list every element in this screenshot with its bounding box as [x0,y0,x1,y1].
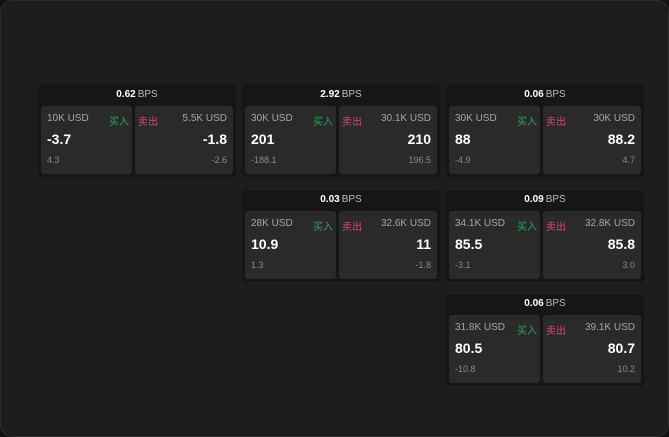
sell-change: -1.8 [415,260,431,270]
sell-size: 5.5K USD [182,113,227,124]
spread-header: 2.92 BPS [242,85,440,105]
buy-change: 4.3 [47,155,60,165]
buy-size: 30K USD [251,113,293,124]
quote-card: 0.03 BPS 28K USD 买入 10.9 1.3 卖出 32.6K USD… [242,190,440,282]
sell-size: 30K USD [593,113,635,124]
sell-size: 39.1K USD [584,322,635,333]
sell-price: -1.8 [202,131,227,147]
sell-price: 210 [407,131,431,147]
quote-card: 0.09 BPS 34.1K USD 买入 85.5 -3.1 卖出 32.8K … [446,190,644,282]
buy-change: -10.8 [455,364,476,374]
sell-change: 3.0 [622,260,635,270]
sell-price: 85.8 [607,236,635,252]
sell-size: 32.8K USD [584,218,635,229]
sell-change: 10.2 [617,364,635,374]
spread-unit: BPS [545,298,566,309]
buy-label: 买入 [517,326,537,337]
sell-change: 196.5 [408,155,431,165]
spread-header: 0.62 BPS [38,85,236,105]
buy-size: 31.8K USD [455,322,506,333]
spread-value: 0.09 [524,194,544,205]
spread-value: 0.06 [524,89,544,100]
buy-label: 买入 [517,117,537,128]
spread-unit: BPS [341,194,362,205]
spread-unit: BPS [341,89,362,100]
sell-label: 卖出 [342,117,362,128]
sell-button[interactable]: 卖出 39.1K USD 80.7 10.2 [543,315,641,383]
buy-size: 34.1K USD [455,218,506,229]
sell-button[interactable]: 卖出 32.8K USD 85.8 3.0 [543,211,641,279]
buy-price: 88 [455,131,471,147]
buy-button[interactable]: 30K USD 买入 201 -188.1 [245,106,336,174]
buy-change: 1.3 [251,260,264,270]
sell-label: 卖出 [138,117,158,128]
sell-button[interactable]: 卖出 30.1K USD 210 196.5 [339,106,437,174]
buy-label: 买入 [313,222,333,233]
buy-price: 10.9 [251,236,279,252]
spread-unit: BPS [137,89,158,100]
buy-price: 201 [251,131,275,147]
sell-label: 卖出 [546,326,566,337]
buy-change: -188.1 [251,155,277,165]
sell-button[interactable]: 卖出 30K USD 88.2 4.7 [543,106,641,174]
quote-card: 0.06 BPS 31.8K USD 买入 80.5 -10.8 卖出 39.1K… [446,294,644,386]
sell-label: 卖出 [546,117,566,128]
sell-change: 4.7 [622,155,635,165]
buy-price: -3.7 [47,131,72,147]
buy-button[interactable]: 34.1K USD 买入 85.5 -3.1 [449,211,540,279]
sell-price: 80.7 [607,340,635,356]
quote-card: 0.62 BPS 10K USD 买入 -3.7 4.3 卖出 5.5K USD … [38,85,236,177]
buy-size: 10K USD [47,113,89,124]
quote-card: 0.06 BPS 30K USD 买入 88 -4.9 卖出 30K USD 88… [446,85,644,177]
sell-size: 30.1K USD [380,113,431,124]
buy-button[interactable]: 10K USD 买入 -3.7 4.3 [41,106,132,174]
spread-header: 0.06 BPS [446,85,644,105]
spread-header: 0.03 BPS [242,190,440,210]
spread-unit: BPS [545,89,566,100]
quote-card: 2.92 BPS 30K USD 买入 201 -188.1 卖出 30.1K U… [242,85,440,177]
spread-value: 0.06 [524,298,544,309]
buy-label: 买入 [517,222,537,233]
spread-header: 0.09 BPS [446,190,644,210]
spread-value: 2.92 [320,89,340,100]
buy-price: 85.5 [455,236,483,252]
spread-value: 0.62 [116,89,136,100]
buy-label: 买入 [313,117,333,128]
buy-button[interactable]: 31.8K USD 买入 80.5 -10.8 [449,315,540,383]
spread-value: 0.03 [320,194,340,205]
sell-label: 卖出 [546,222,566,233]
buy-change: -4.9 [455,155,471,165]
buy-size: 30K USD [455,113,497,124]
spread-header: 0.06 BPS [446,294,644,314]
buy-size: 28K USD [251,218,293,229]
sell-label: 卖出 [342,222,362,233]
sell-button[interactable]: 卖出 32.6K USD 11 -1.8 [339,211,437,279]
spread-unit: BPS [545,194,566,205]
sell-button[interactable]: 卖出 5.5K USD -1.8 -2.6 [135,106,233,174]
sell-price: 11 [416,236,431,252]
sell-change: -2.6 [211,155,227,165]
buy-button[interactable]: 30K USD 买入 88 -4.9 [449,106,540,174]
sell-size: 32.6K USD [380,218,431,229]
buy-button[interactable]: 28K USD 买入 10.9 1.3 [245,211,336,279]
buy-label: 买入 [109,117,129,128]
buy-change: -3.1 [455,260,471,270]
sell-price: 88.2 [607,131,635,147]
buy-price: 80.5 [455,340,483,356]
